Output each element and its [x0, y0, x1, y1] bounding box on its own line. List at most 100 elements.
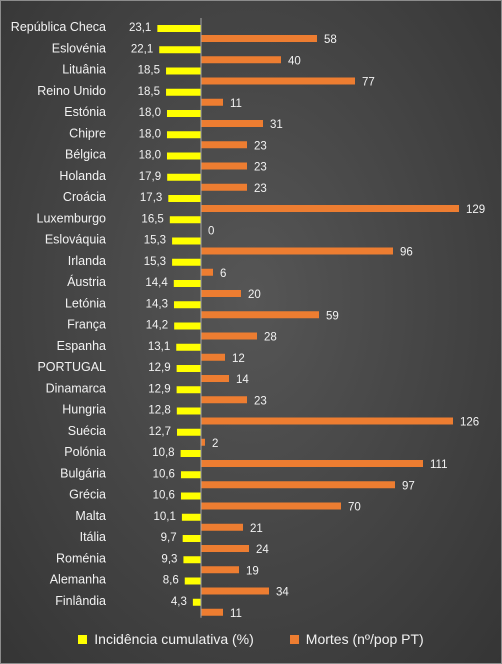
bar-incidence: [168, 195, 201, 202]
data-label-incidence: 17,9: [139, 171, 161, 183]
data-label-incidence: 10,8: [152, 447, 174, 459]
category-label: Croácia: [63, 190, 106, 204]
bar-incidence: [176, 386, 201, 394]
bar-incidence: [166, 131, 201, 139]
data-label-incidence: 9,3: [161, 553, 177, 565]
data-label-incidence: 13,1: [148, 341, 170, 353]
data-label-deaths: 31: [270, 119, 283, 131]
data-label-incidence: 17,3: [140, 192, 162, 204]
data-label-incidence: 14,4: [145, 277, 168, 289]
bar-incidence: [180, 450, 201, 457]
data-label-incidence: 18,0: [139, 150, 161, 162]
bar-deaths: [201, 396, 247, 404]
bar-deaths: [201, 566, 239, 574]
data-label-incidence: 10,6: [153, 490, 175, 502]
bar-deaths: [201, 183, 247, 191]
bar-deaths: [201, 481, 395, 489]
data-label-incidence: 18,0: [139, 107, 161, 119]
bar-incidence: [176, 428, 201, 436]
category-label: Malta: [75, 509, 106, 523]
data-label-incidence: 18,5: [138, 86, 160, 98]
legend-item-deaths: Mortes (nº/pop PT): [289, 631, 424, 647]
bar-deaths: [201, 353, 225, 361]
bar-incidence: [172, 258, 201, 266]
bar-deaths: [201, 332, 257, 340]
bar-deaths: [201, 375, 229, 382]
category-label: Espanha: [57, 339, 106, 353]
legend-swatch-incidence: [78, 634, 88, 644]
bar-deaths: [201, 205, 459, 212]
category-label: Bulgária: [60, 466, 106, 480]
data-label-deaths: 23: [254, 162, 267, 174]
legend: Incidência cumulativa (%) Mortes (nº/pop…: [0, 628, 502, 650]
data-label-deaths: 96: [400, 247, 413, 259]
bar-deaths: [201, 502, 341, 510]
data-label-deaths: 23: [254, 183, 267, 195]
bar-deaths: [201, 268, 213, 276]
category-label: Suécia: [68, 424, 106, 438]
category-label: Luxemburgo: [37, 211, 107, 225]
category-label: Lituânia: [62, 63, 106, 77]
category-label: Alemanha: [50, 573, 106, 587]
bar-incidence: [184, 577, 201, 585]
bar-incidence: [166, 88, 201, 96]
data-label-deaths: 58: [324, 34, 337, 46]
category-label: Bélgica: [65, 148, 106, 162]
bar-deaths: [201, 608, 223, 616]
category-label: PORTUGAL: [37, 360, 106, 374]
bar-incidence: [159, 46, 201, 54]
bar-deaths: [201, 311, 319, 319]
bar-incidence: [167, 173, 201, 181]
data-label-incidence: 10,1: [154, 511, 176, 523]
data-label-incidence: 18,5: [138, 65, 160, 77]
data-label-deaths: 59: [326, 310, 339, 322]
bar-incidence: [166, 67, 201, 75]
data-label-deaths: 23: [254, 140, 267, 152]
category-label: Eslovénia: [52, 41, 106, 55]
legend-label-incidence: Incidência cumulativa (%): [94, 631, 254, 647]
bar-deaths: [201, 35, 317, 42]
data-label-deaths: 14: [236, 374, 249, 386]
data-label-incidence: 14,2: [146, 320, 168, 332]
bar-deaths: [201, 460, 423, 467]
bar-incidence: [166, 152, 201, 160]
bar-incidence: [174, 322, 201, 330]
bar-deaths: [201, 77, 355, 85]
data-label-deaths: 6: [220, 268, 226, 280]
data-label-incidence: 4,3: [171, 596, 187, 608]
data-label-deaths: 11: [230, 608, 242, 620]
bar-deaths: [201, 417, 453, 425]
bar-deaths: [201, 587, 269, 595]
data-label-incidence: 12,7: [149, 426, 171, 438]
data-label-incidence: 9,7: [161, 532, 177, 544]
bar-deaths: [201, 98, 223, 106]
bar-incidence: [176, 407, 201, 415]
bar-deaths: [201, 545, 249, 552]
data-label-deaths: 23: [254, 395, 267, 407]
bar-incidence: [166, 110, 201, 117]
category-label: República Checa: [11, 20, 106, 34]
data-label-deaths: 19: [246, 565, 259, 577]
category-label: Roménia: [56, 551, 106, 565]
bar-incidence: [176, 343, 201, 351]
bar-incidence: [157, 25, 201, 32]
category-label: Finlândia: [55, 594, 106, 608]
category-label: Itália: [80, 530, 106, 544]
category-label: Estónia: [64, 105, 106, 119]
data-label-incidence: 18,0: [139, 128, 161, 140]
data-label-deaths: 40: [288, 55, 301, 67]
data-label-deaths: 129: [466, 204, 485, 216]
data-label-deaths: 28: [264, 332, 277, 344]
data-label-incidence: 16,5: [141, 213, 163, 225]
category-label: Hungria: [62, 403, 106, 417]
data-label-incidence: 12,9: [148, 362, 170, 374]
data-label-incidence: 23,1: [129, 22, 151, 34]
category-label: Polónia: [64, 445, 106, 459]
bar-incidence: [183, 556, 201, 564]
bar-incidence: [172, 237, 201, 245]
data-label-incidence: 14,3: [146, 298, 168, 310]
data-label-incidence: 12,9: [148, 383, 170, 395]
bar-incidence: [169, 216, 201, 224]
